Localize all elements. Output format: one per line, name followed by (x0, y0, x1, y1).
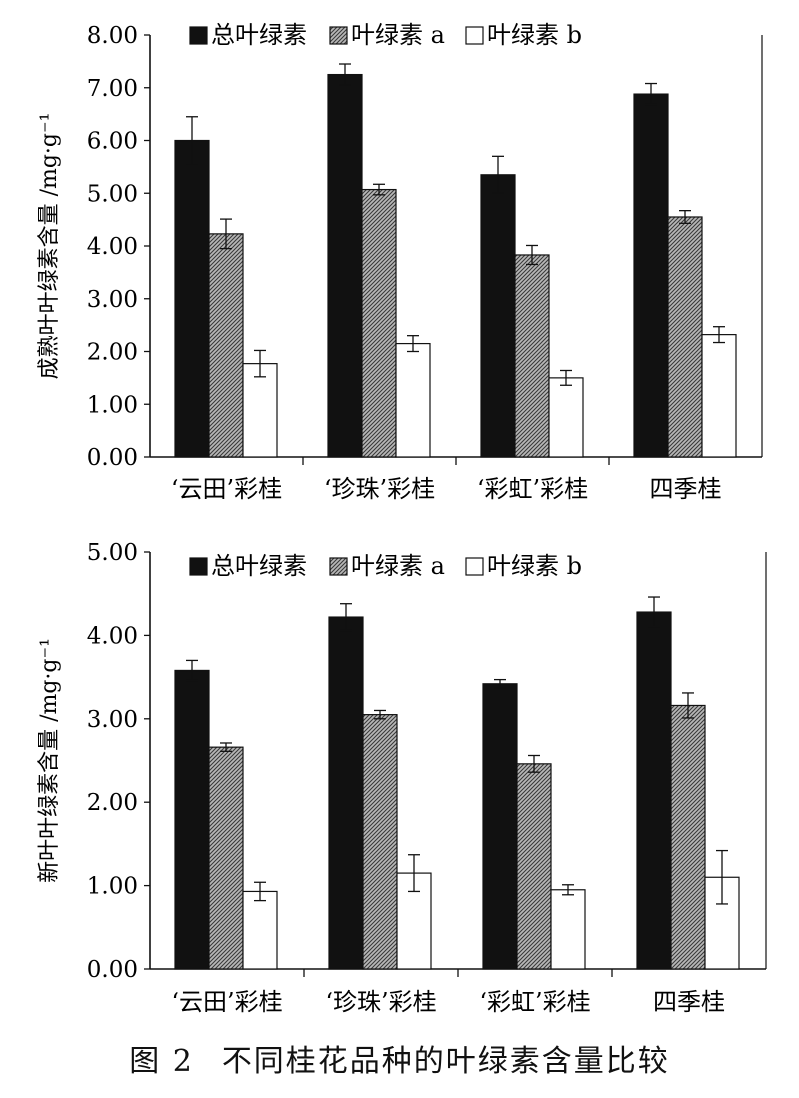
bar-chl-b (242, 890, 278, 970)
new-leaf-chart: 0.00 1.00 2.00 3.00 4.00 5.00 ‘云田’彩桂 ‘珍珠’彩桂 ‘彩虹’… (37, 540, 767, 1016)
y-axis-label: 成熟叶叶绿素含量 /mg·g⁻¹ (37, 113, 62, 380)
legend-swatch-total (189, 26, 208, 45)
y-tick-label: 1.00 (87, 392, 138, 418)
x-tick-label: ‘珍珠’彩桂 (325, 988, 436, 1016)
legend-label-chl-a: 叶绿素 a (351, 21, 445, 49)
bar-chl-a (670, 704, 706, 970)
bar-chl-b (701, 334, 737, 458)
legend-swatch-chl-a (329, 26, 348, 45)
bar-total (480, 174, 516, 458)
y-tick-label: 0.00 (87, 445, 138, 471)
figure-caption: 图 2 不同桂花品种的叶绿素含量比较 (0, 1036, 799, 1080)
y-tick-label: 3.00 (87, 707, 138, 733)
y-tick-label: 5.00 (87, 181, 138, 207)
x-tick-label: 四季桂 (653, 988, 725, 1016)
y-tick-label: 0.00 (87, 957, 138, 983)
x-tick-label: 四季桂 (650, 475, 722, 503)
x-tick-label: ‘彩虹’彩桂 (477, 475, 588, 503)
bar-chl-a (208, 233, 244, 458)
y-tick-label: 1.00 (87, 874, 138, 900)
y-tick-label: 8.00 (87, 23, 138, 49)
legend-swatch-total (189, 557, 208, 576)
y-tick-label: 2.00 (87, 340, 138, 366)
legend-swatch-chl-b (465, 557, 484, 576)
bar-chl-b (242, 363, 278, 458)
legend-label-chl-b: 叶绿素 b (487, 552, 582, 580)
bar-chl-b (550, 889, 586, 970)
x-tick-label: ‘云田’彩桂 (171, 475, 282, 503)
bar-total (482, 683, 518, 970)
bar-total (174, 669, 210, 970)
bar-chl-a (514, 254, 550, 458)
x-tick-label: ‘云田’彩桂 (171, 988, 282, 1016)
y-tick-label: 3.00 (87, 287, 138, 313)
y-tick-label: 5.00 (87, 540, 138, 566)
legend-label-chl-b: 叶绿素 b (487, 21, 582, 49)
y-tick-label: 4.00 (87, 623, 138, 649)
y-tick-label: 2.00 (87, 790, 138, 816)
y-axis-label: 新叶叶绿素含量 /mg·g⁻¹ (37, 638, 62, 883)
bar-total (633, 93, 669, 458)
bar-chl-a (361, 188, 397, 458)
y-tick-label: 6.00 (87, 129, 138, 155)
bar-chl-a (362, 714, 398, 970)
bar-total (174, 139, 210, 458)
bar-chl-b (395, 342, 431, 458)
x-tick-label: ‘珍珠’彩桂 (324, 475, 435, 503)
figure-caption-text: 不同桂花品种的叶绿素含量比较 (221, 1044, 670, 1079)
bar-total (327, 73, 363, 458)
bar-chl-a (208, 746, 244, 970)
mature-leaf-chart: 0.00 1.00 2.00 3.00 4.00 5.00 6.00 7.00 8.00 ‘云田’… (37, 21, 763, 503)
legend-swatch-chl-a (329, 557, 348, 576)
y-tick-label: 7.00 (87, 76, 138, 102)
bar-chl-a (667, 216, 703, 458)
bar-chl-a (516, 763, 552, 970)
figure-label: 图 2 (129, 1044, 194, 1079)
legend-label-total: 总叶绿素 (211, 552, 307, 580)
legend-label-total: 总叶绿素 (211, 21, 307, 49)
legend-swatch-chl-b (465, 26, 484, 45)
bar-total (328, 616, 364, 970)
y-tick-label: 4.00 (87, 234, 138, 260)
x-tick-label: ‘彩虹’彩桂 (479, 988, 590, 1016)
bar-total (636, 611, 672, 970)
legend-label-chl-a: 叶绿素 a (351, 552, 445, 580)
bar-chl-b (548, 377, 584, 458)
